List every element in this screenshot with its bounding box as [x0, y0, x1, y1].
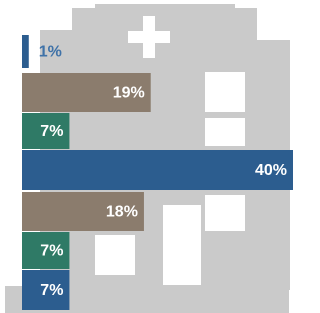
bar: [22, 35, 29, 68]
page: 1%19%7%40%18%7%7% (() => { const data = …: [0, 0, 320, 313]
value-label: 18%: [106, 204, 138, 221]
value-label: 7%: [40, 123, 63, 140]
bar: [22, 150, 293, 190]
value-label: 7%: [40, 243, 63, 260]
value-label: 1%: [39, 44, 62, 61]
value-label: 19%: [113, 85, 145, 102]
chart: 1% 19% 7% 40% 18% 7% 7%: [0, 0, 294, 313]
value-label: 7%: [40, 282, 63, 299]
value-label: 40%: [255, 162, 287, 179]
